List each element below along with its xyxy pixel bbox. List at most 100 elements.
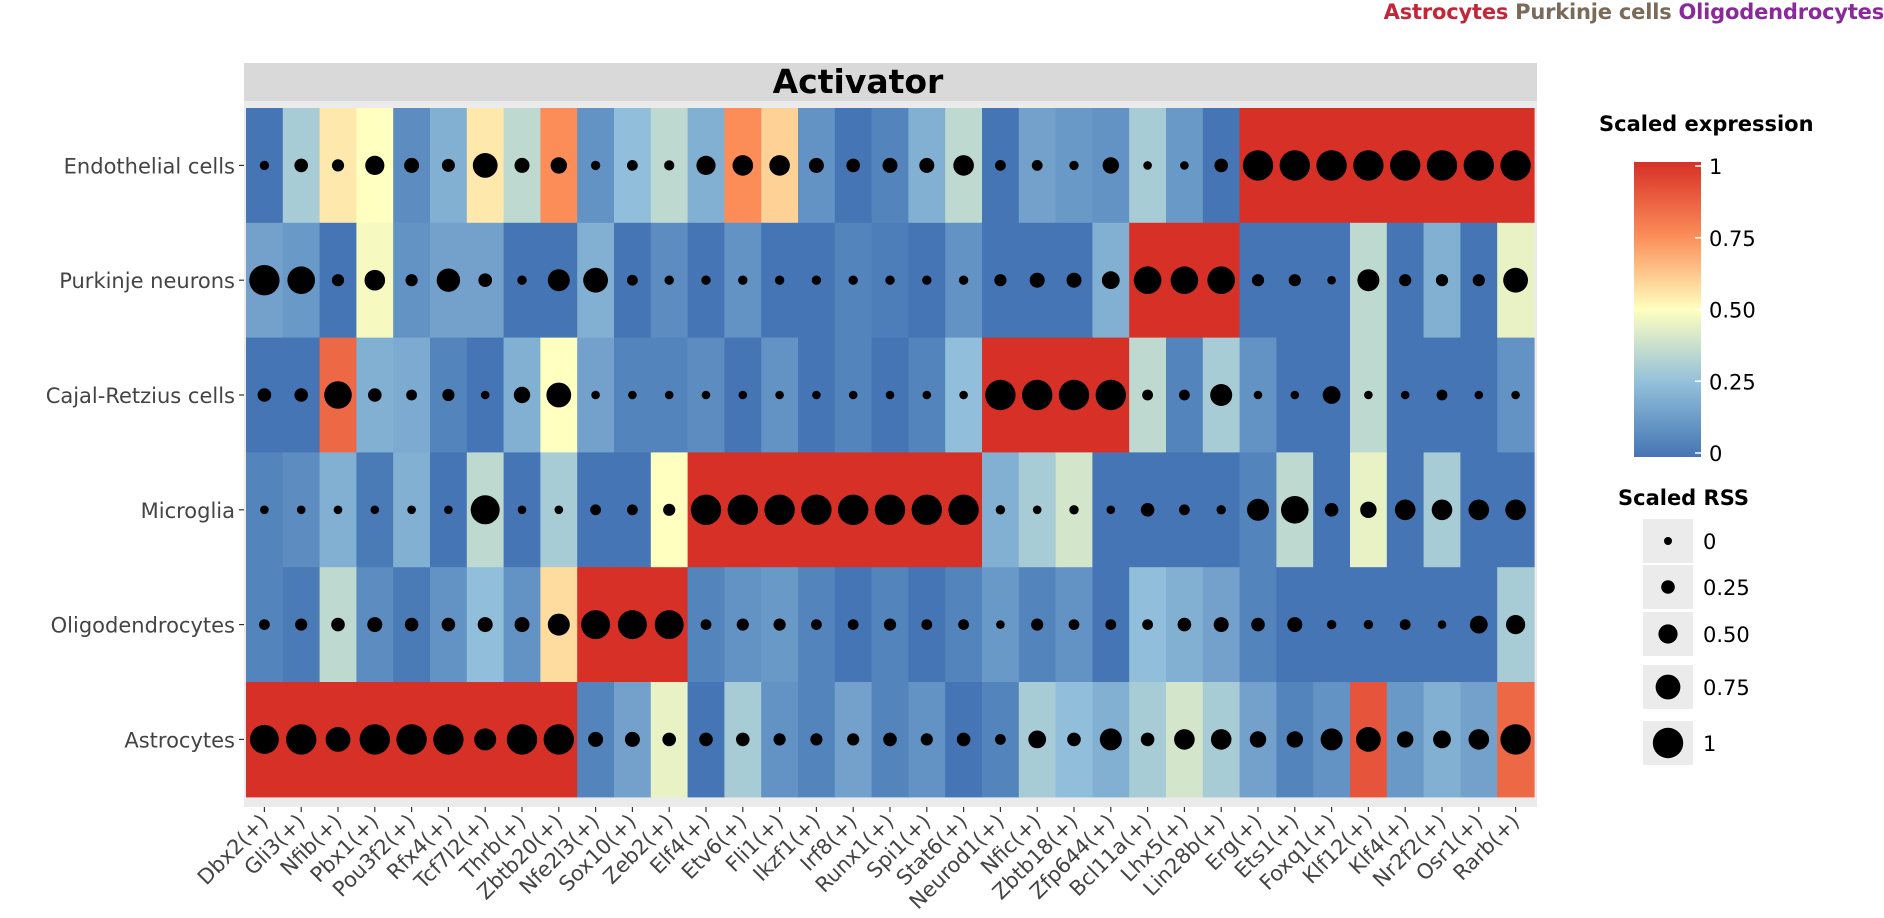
rss-dot xyxy=(287,266,316,295)
rss-dot xyxy=(249,724,279,754)
rss-dot xyxy=(911,494,942,525)
rss-dot xyxy=(1426,150,1458,181)
rss-dot xyxy=(367,617,383,633)
rss-dot xyxy=(847,733,860,746)
rss-dot xyxy=(249,265,280,296)
rss-dot xyxy=(1436,389,1448,401)
rss-dot xyxy=(1397,731,1414,748)
rss-dot xyxy=(1021,379,1053,411)
rss-dot xyxy=(396,724,427,755)
rss-dot xyxy=(700,619,712,630)
rss-dot xyxy=(1279,150,1311,181)
rss-dot xyxy=(764,494,795,525)
rss-dot xyxy=(1028,730,1047,749)
rss-dot xyxy=(773,733,786,746)
size-legend-label: 0.75 xyxy=(1703,676,1750,700)
rss-dot xyxy=(1433,730,1451,749)
rss-dot xyxy=(295,618,308,631)
rss-dot xyxy=(1364,390,1373,400)
rss-dot xyxy=(404,157,420,173)
rss-dot xyxy=(627,160,638,171)
rss-dot xyxy=(583,267,608,293)
rss-dot xyxy=(1106,505,1116,515)
rss-dot xyxy=(433,724,464,755)
rss-dot xyxy=(1281,496,1309,524)
rss-dot xyxy=(359,724,390,755)
rss-dot xyxy=(1316,150,1347,181)
rss-dot xyxy=(296,505,306,515)
rss-dot xyxy=(370,505,380,515)
color-legend-label: 0.25 xyxy=(1709,370,1756,394)
rss-dot xyxy=(1216,505,1226,515)
rss-dot xyxy=(294,158,309,173)
color-legend-label: 0.50 xyxy=(1709,299,1756,323)
rss-dot xyxy=(848,390,858,400)
color-legend-title: Scaled expression xyxy=(1599,112,1814,136)
rss-dot xyxy=(883,618,897,631)
rss-dot xyxy=(1066,272,1082,288)
rss-dot xyxy=(331,617,345,632)
rss-dot xyxy=(1251,274,1265,287)
row-label: Cajal-Retzius cells xyxy=(46,384,235,408)
rss-dot xyxy=(995,160,1006,171)
rss-dot xyxy=(617,610,647,640)
rss-dot xyxy=(1322,386,1341,404)
color-legend: Scaled expression 1 0.75 0.50 0.25 0 xyxy=(1599,112,1814,466)
rss-dot xyxy=(922,275,932,285)
rss-dot xyxy=(664,160,675,171)
rss-dot xyxy=(774,275,785,285)
rss-dot xyxy=(732,155,754,176)
rss-dot xyxy=(996,620,1005,629)
rss-dot xyxy=(773,618,786,631)
rss-dot xyxy=(1435,274,1449,287)
rss-dot xyxy=(1511,390,1520,400)
rss-dot xyxy=(1095,379,1127,411)
row-label: Astrocytes xyxy=(124,728,235,752)
rss-dot xyxy=(405,274,418,287)
rss-dot xyxy=(364,269,386,291)
rss-dot xyxy=(1142,619,1153,630)
rss-dot xyxy=(441,617,456,632)
rss-dot xyxy=(1177,617,1192,632)
rss-dot xyxy=(1324,503,1339,517)
color-legend-label: 0.75 xyxy=(1709,227,1756,251)
rss-dot xyxy=(959,390,968,400)
rss-dot xyxy=(812,390,821,400)
rss-dot xyxy=(517,505,527,515)
rss-dot xyxy=(627,504,638,516)
rss-dot xyxy=(1210,384,1233,406)
rss-dot xyxy=(847,619,859,630)
rss-dot xyxy=(1327,275,1336,285)
rss-dot xyxy=(727,494,758,525)
rss-dot xyxy=(738,390,748,400)
rss-dot xyxy=(701,390,711,400)
rss-dot xyxy=(1140,503,1155,517)
size-legend: Scaled RSS 0 0.25 0.50 0.75 1 xyxy=(1618,486,1750,765)
rss-dot xyxy=(701,275,711,285)
rss-dot xyxy=(368,388,382,402)
rss-dot xyxy=(436,268,461,292)
rss-dot xyxy=(547,613,570,636)
rss-dot xyxy=(1249,731,1267,748)
size-legend-dot xyxy=(1664,537,1672,545)
rss-dot xyxy=(1031,618,1044,631)
rss-dot xyxy=(769,155,790,176)
rss-dot xyxy=(1468,729,1490,750)
rss-dot xyxy=(546,382,572,408)
top-legend: Astrocytes Purkinje cells Oligodendrocytes xyxy=(1377,0,1884,24)
rss-dot xyxy=(1353,150,1384,181)
rss-dot xyxy=(286,724,317,755)
rss-dot xyxy=(738,275,748,285)
rss-dot xyxy=(736,732,750,747)
rss-dot xyxy=(956,732,971,747)
rss-dot xyxy=(1431,499,1453,521)
rss-dot xyxy=(1213,617,1229,633)
rss-dot xyxy=(801,494,832,525)
title-strip xyxy=(244,63,1537,101)
rss-dot xyxy=(1287,617,1303,633)
rss-dot xyxy=(1326,619,1337,630)
rss-dot xyxy=(775,390,784,400)
rss-dot xyxy=(257,388,272,402)
rss-dot xyxy=(477,617,493,633)
rss-dot xyxy=(591,390,600,400)
